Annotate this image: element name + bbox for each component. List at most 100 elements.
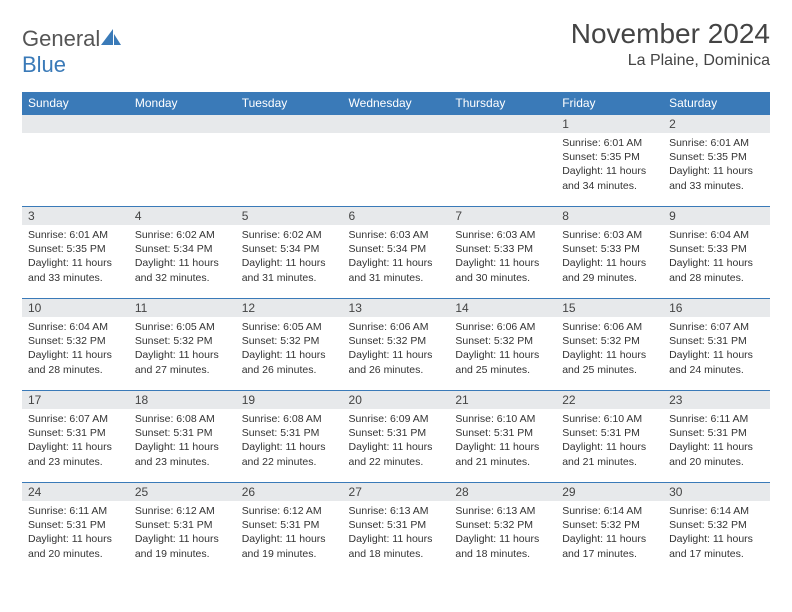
daylight-text: Daylight: 11 hours and 17 minutes. [562, 532, 657, 560]
sunrise-text: Sunrise: 6:01 AM [669, 136, 764, 150]
day-number: 26 [236, 483, 343, 501]
day-number: 4 [129, 207, 236, 225]
day-details: Sunrise: 6:03 AMSunset: 5:33 PMDaylight:… [449, 225, 556, 289]
daylight-text: Daylight: 11 hours and 25 minutes. [562, 348, 657, 376]
sunset-text: Sunset: 5:32 PM [562, 334, 657, 348]
day-details: Sunrise: 6:05 AMSunset: 5:32 PMDaylight:… [129, 317, 236, 381]
day-details: Sunrise: 6:14 AMSunset: 5:32 PMDaylight:… [556, 501, 663, 565]
calendar-week-row: 1Sunrise: 6:01 AMSunset: 5:35 PMDaylight… [22, 115, 770, 207]
calendar-cell [449, 115, 556, 207]
sunrise-text: Sunrise: 6:06 AM [455, 320, 550, 334]
sunrise-text: Sunrise: 6:09 AM [349, 412, 444, 426]
day-number-empty [129, 115, 236, 133]
sunset-text: Sunset: 5:31 PM [349, 426, 444, 440]
calendar-cell [129, 115, 236, 207]
calendar-cell: 1Sunrise: 6:01 AMSunset: 5:35 PMDaylight… [556, 115, 663, 207]
day-details: Sunrise: 6:09 AMSunset: 5:31 PMDaylight:… [343, 409, 450, 473]
day-number: 22 [556, 391, 663, 409]
day-number: 25 [129, 483, 236, 501]
sunset-text: Sunset: 5:35 PM [28, 242, 123, 256]
sunset-text: Sunset: 5:31 PM [242, 426, 337, 440]
daylight-text: Daylight: 11 hours and 26 minutes. [242, 348, 337, 376]
daylight-text: Daylight: 11 hours and 26 minutes. [349, 348, 444, 376]
day-number: 23 [663, 391, 770, 409]
sunset-text: Sunset: 5:33 PM [562, 242, 657, 256]
day-number: 17 [22, 391, 129, 409]
sunset-text: Sunset: 5:31 PM [135, 426, 230, 440]
day-number: 24 [22, 483, 129, 501]
calendar-body: 1Sunrise: 6:01 AMSunset: 5:35 PMDaylight… [22, 115, 770, 575]
day-number: 10 [22, 299, 129, 317]
day-header: Thursday [449, 92, 556, 115]
day-number: 30 [663, 483, 770, 501]
day-details: Sunrise: 6:10 AMSunset: 5:31 PMDaylight:… [449, 409, 556, 473]
daylight-text: Daylight: 11 hours and 31 minutes. [242, 256, 337, 284]
calendar-cell: 9Sunrise: 6:04 AMSunset: 5:33 PMDaylight… [663, 207, 770, 299]
day-number-empty [343, 115, 450, 133]
day-details: Sunrise: 6:06 AMSunset: 5:32 PMDaylight:… [343, 317, 450, 381]
sunrise-text: Sunrise: 6:05 AM [135, 320, 230, 334]
day-details: Sunrise: 6:02 AMSunset: 5:34 PMDaylight:… [129, 225, 236, 289]
calendar-cell: 12Sunrise: 6:05 AMSunset: 5:32 PMDayligh… [236, 299, 343, 391]
calendar-cell: 19Sunrise: 6:08 AMSunset: 5:31 PMDayligh… [236, 391, 343, 483]
calendar-cell: 26Sunrise: 6:12 AMSunset: 5:31 PMDayligh… [236, 483, 343, 575]
sunset-text: Sunset: 5:32 PM [562, 518, 657, 532]
day-number-empty [236, 115, 343, 133]
daylight-text: Daylight: 11 hours and 29 minutes. [562, 256, 657, 284]
day-number: 28 [449, 483, 556, 501]
daylight-text: Daylight: 11 hours and 17 minutes. [669, 532, 764, 560]
day-details: Sunrise: 6:04 AMSunset: 5:32 PMDaylight:… [22, 317, 129, 381]
calendar-cell: 28Sunrise: 6:13 AMSunset: 5:32 PMDayligh… [449, 483, 556, 575]
sunrise-text: Sunrise: 6:06 AM [562, 320, 657, 334]
day-number: 27 [343, 483, 450, 501]
sunrise-text: Sunrise: 6:04 AM [669, 228, 764, 242]
daylight-text: Daylight: 11 hours and 22 minutes. [349, 440, 444, 468]
sunset-text: Sunset: 5:31 PM [669, 426, 764, 440]
day-details: Sunrise: 6:07 AMSunset: 5:31 PMDaylight:… [663, 317, 770, 381]
calendar-cell: 10Sunrise: 6:04 AMSunset: 5:32 PMDayligh… [22, 299, 129, 391]
daylight-text: Daylight: 11 hours and 21 minutes. [562, 440, 657, 468]
day-details: Sunrise: 6:08 AMSunset: 5:31 PMDaylight:… [129, 409, 236, 473]
day-number: 21 [449, 391, 556, 409]
sunrise-text: Sunrise: 6:13 AM [349, 504, 444, 518]
sunset-text: Sunset: 5:32 PM [349, 334, 444, 348]
calendar-cell: 8Sunrise: 6:03 AMSunset: 5:33 PMDaylight… [556, 207, 663, 299]
daylight-text: Daylight: 11 hours and 24 minutes. [669, 348, 764, 376]
calendar-cell: 21Sunrise: 6:10 AMSunset: 5:31 PMDayligh… [449, 391, 556, 483]
day-number: 3 [22, 207, 129, 225]
daylight-text: Daylight: 11 hours and 28 minutes. [28, 348, 123, 376]
sunrise-text: Sunrise: 6:11 AM [669, 412, 764, 426]
sunset-text: Sunset: 5:35 PM [562, 150, 657, 164]
sunrise-text: Sunrise: 6:11 AM [28, 504, 123, 518]
logo-text-general: General [22, 26, 100, 51]
sunrise-text: Sunrise: 6:12 AM [242, 504, 337, 518]
sunrise-text: Sunrise: 6:03 AM [562, 228, 657, 242]
sunset-text: Sunset: 5:33 PM [455, 242, 550, 256]
day-number: 16 [663, 299, 770, 317]
calendar-cell: 17Sunrise: 6:07 AMSunset: 5:31 PMDayligh… [22, 391, 129, 483]
calendar-cell: 2Sunrise: 6:01 AMSunset: 5:35 PMDaylight… [663, 115, 770, 207]
day-header: Friday [556, 92, 663, 115]
sunrise-text: Sunrise: 6:14 AM [562, 504, 657, 518]
day-details: Sunrise: 6:04 AMSunset: 5:33 PMDaylight:… [663, 225, 770, 289]
sunrise-text: Sunrise: 6:14 AM [669, 504, 764, 518]
day-number: 1 [556, 115, 663, 133]
day-details: Sunrise: 6:06 AMSunset: 5:32 PMDaylight:… [449, 317, 556, 381]
day-header: Wednesday [343, 92, 450, 115]
sunset-text: Sunset: 5:31 PM [562, 426, 657, 440]
sunset-text: Sunset: 5:31 PM [455, 426, 550, 440]
daylight-text: Daylight: 11 hours and 33 minutes. [28, 256, 123, 284]
sunrise-text: Sunrise: 6:08 AM [135, 412, 230, 426]
daylight-text: Daylight: 11 hours and 27 minutes. [135, 348, 230, 376]
daylight-text: Daylight: 11 hours and 25 minutes. [455, 348, 550, 376]
day-header: Tuesday [236, 92, 343, 115]
sunrise-text: Sunrise: 6:03 AM [349, 228, 444, 242]
sunrise-text: Sunrise: 6:04 AM [28, 320, 123, 334]
sunrise-text: Sunrise: 6:08 AM [242, 412, 337, 426]
sunrise-text: Sunrise: 6:10 AM [562, 412, 657, 426]
sunrise-text: Sunrise: 6:13 AM [455, 504, 550, 518]
calendar-cell: 25Sunrise: 6:12 AMSunset: 5:31 PMDayligh… [129, 483, 236, 575]
daylight-text: Daylight: 11 hours and 31 minutes. [349, 256, 444, 284]
calendar-cell: 27Sunrise: 6:13 AMSunset: 5:31 PMDayligh… [343, 483, 450, 575]
month-title: November 2024 [571, 18, 770, 50]
